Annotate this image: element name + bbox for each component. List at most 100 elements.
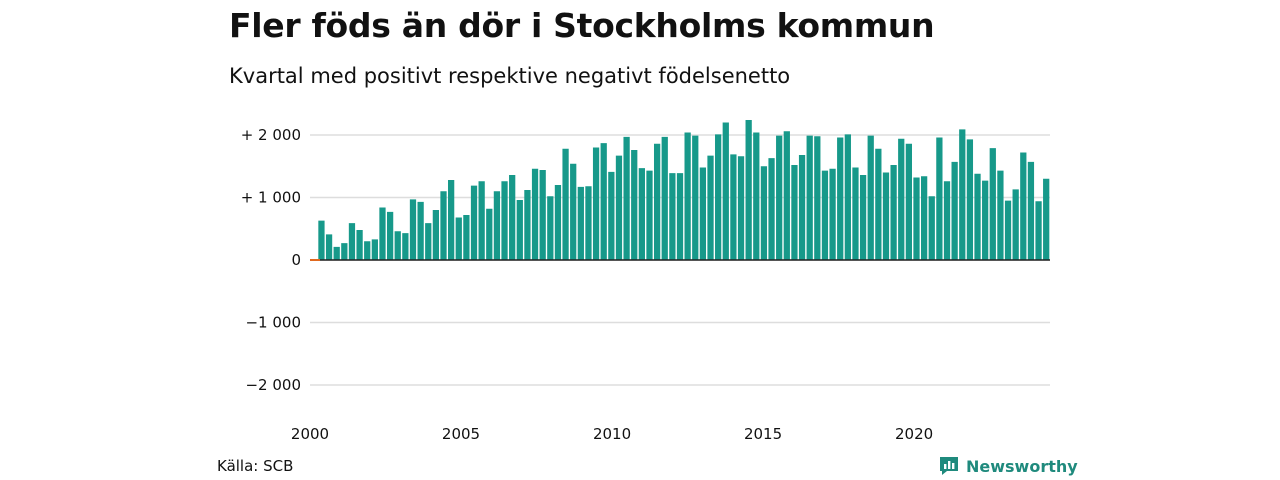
bar (806, 135, 813, 261)
bar (623, 136, 630, 261)
brand-name: Newsworthy (966, 456, 1078, 476)
bar (463, 215, 470, 260)
bar (608, 171, 615, 261)
bar (409, 199, 417, 261)
bar (837, 137, 844, 260)
bar (448, 180, 455, 260)
bar (402, 233, 409, 261)
source-note: Källa: SCB (217, 457, 294, 475)
bar (882, 172, 890, 260)
y-tick-label: −2 000 (245, 376, 301, 394)
bar (570, 163, 577, 260)
bar (417, 201, 424, 261)
bar (783, 131, 790, 260)
bar (386, 211, 394, 261)
bar (859, 175, 867, 260)
x-tick-label: 2015 (744, 425, 782, 443)
bar (776, 135, 783, 261)
bar (928, 196, 935, 260)
bar (562, 148, 569, 260)
bar (325, 234, 333, 261)
brand[interactable]: Newsworthy (938, 455, 1078, 477)
y-tick-label: + 2 000 (241, 126, 301, 144)
bar (661, 136, 668, 261)
bar (997, 170, 1004, 261)
bar (470, 185, 478, 261)
y-tick-label: −1 000 (245, 314, 301, 332)
bars (318, 120, 1050, 261)
bar (379, 207, 386, 260)
bar (684, 132, 691, 260)
bar (394, 231, 401, 260)
y-tick-label: + 1 000 (241, 189, 301, 207)
bar (867, 135, 874, 261)
bar (615, 155, 623, 261)
bar (936, 137, 943, 260)
bar (898, 138, 905, 260)
bar (669, 173, 676, 261)
bar (364, 241, 371, 260)
bar (890, 165, 897, 260)
bar (425, 223, 432, 261)
bar (638, 168, 645, 261)
bar (516, 200, 523, 260)
bar (760, 166, 768, 260)
y-tick-label: 0 (291, 251, 301, 269)
x-tick-label: 2020 (895, 425, 933, 443)
bar (356, 230, 363, 260)
newsworthy-logo-icon (940, 457, 958, 475)
bar (501, 181, 508, 260)
bar (1004, 200, 1012, 261)
bar (631, 150, 638, 260)
bar (745, 120, 752, 260)
bar (440, 191, 447, 260)
bar (531, 168, 539, 260)
bar (753, 132, 760, 260)
bar (478, 181, 485, 260)
bar (829, 168, 836, 260)
bar (1027, 161, 1035, 261)
bar (699, 167, 707, 260)
bar (539, 170, 546, 260)
bar (1020, 152, 1027, 260)
bar (585, 186, 592, 260)
bar (943, 181, 951, 260)
bar (951, 161, 958, 261)
bar (821, 170, 829, 261)
chart-subtitle: Kvartal med positivt respektive negativt… (229, 64, 791, 88)
x-tick-label: 2005 (442, 425, 480, 443)
bar (524, 190, 531, 260)
bar (371, 239, 378, 261)
bar (1035, 201, 1042, 260)
bar (852, 167, 859, 260)
bar (600, 143, 607, 261)
bar (966, 139, 974, 261)
bar (577, 186, 584, 261)
chart-title: Fler föds än dör i Stockholms kommun (229, 6, 935, 45)
bar (875, 148, 882, 260)
x-axis-labels: 2000 2005 2010 2015 2020 (291, 425, 933, 443)
bar (707, 155, 714, 261)
bar (715, 134, 722, 261)
bar (592, 147, 600, 260)
bar (974, 173, 981, 260)
bar (455, 217, 462, 260)
bar (676, 173, 684, 261)
bar (791, 165, 798, 260)
bar (730, 154, 737, 261)
bar (1043, 178, 1050, 260)
bar (547, 196, 554, 260)
bar (798, 155, 806, 260)
bar (653, 143, 661, 260)
bar (318, 220, 325, 261)
bar (959, 129, 966, 261)
bar (814, 136, 821, 260)
y-axis-labels: + 2 000 + 1 000 0 −1 000 −2 000 (241, 126, 301, 394)
bar (1012, 189, 1019, 261)
x-tick-label: 2000 (291, 425, 329, 443)
x-tick-label: 2010 (593, 425, 631, 443)
bar (921, 176, 928, 260)
bar (768, 158, 775, 261)
bar (486, 208, 493, 260)
bar (989, 148, 996, 261)
